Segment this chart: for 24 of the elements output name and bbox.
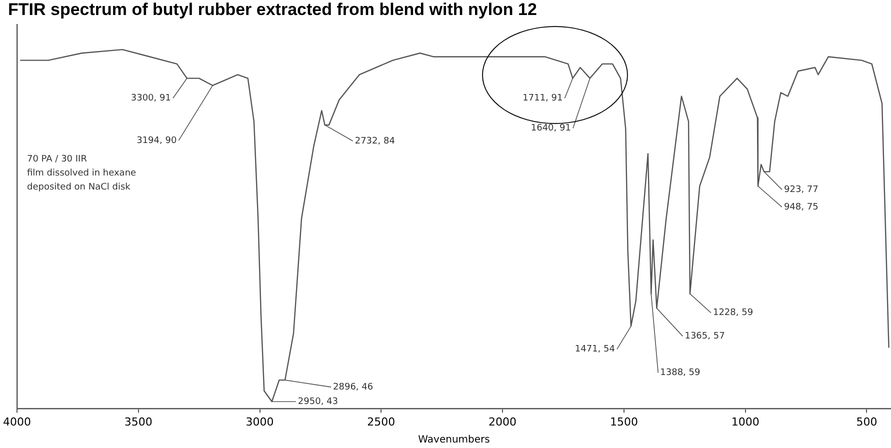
annotation: 1365, 57 bbox=[684, 332, 725, 342]
annotation: 3194, 90 bbox=[136, 136, 177, 146]
x-tick-label: 1000 bbox=[731, 415, 760, 428]
x-tick-label: 500 bbox=[856, 415, 878, 428]
x-tick-label: 2500 bbox=[367, 415, 396, 428]
annotation: 1228, 59 bbox=[712, 308, 754, 318]
annotation: 1640, 91 bbox=[530, 124, 571, 134]
annotation: 923, 77 bbox=[784, 185, 818, 196]
x-tick-label: 3000 bbox=[246, 415, 274, 428]
annotation: 2950, 43 bbox=[298, 396, 338, 407]
annotation: 3300, 91 bbox=[130, 94, 171, 104]
x-axis-title: Wavenumbers bbox=[418, 434, 490, 446]
annotation: 1388, 59 bbox=[660, 368, 700, 378]
x-tick-label: 3500 bbox=[124, 415, 152, 428]
annotation: 948, 75 bbox=[784, 202, 818, 212]
chart-title: FTIR spectrum of butyl rubber extracted from blend with nylon 12 bbox=[8, 0, 537, 19]
x-tick-label: 1500 bbox=[610, 415, 638, 428]
annotation: 2896, 46 bbox=[333, 382, 374, 392]
x-tick-label: 2000 bbox=[488, 415, 517, 428]
x-tick-label: 4000 bbox=[2, 415, 31, 428]
annotation: 2732, 84 bbox=[354, 136, 396, 146]
annotation: 70 PA / 30 IIR film dissolved in hexane deposited on NaCl disk bbox=[26, 154, 137, 193]
annotation: 1471, 54 bbox=[574, 344, 616, 355]
annotation: 1711, 91 bbox=[522, 94, 563, 104]
